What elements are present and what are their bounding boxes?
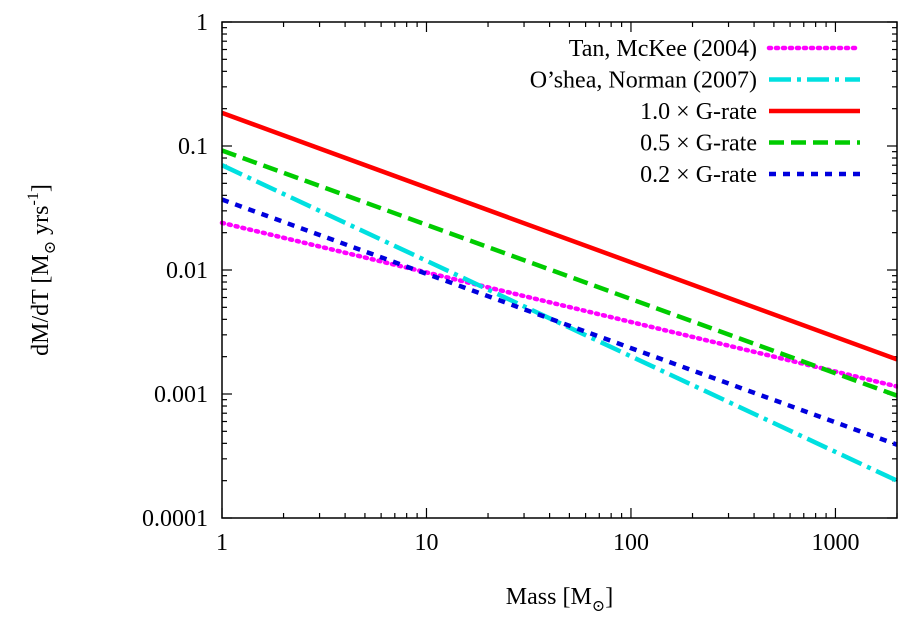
x-axis-title: Mass [M⊙] (506, 584, 613, 615)
x-tick-label: 1000 (811, 530, 859, 556)
y-axis-title-end: ] (28, 184, 54, 192)
y-tick-label: 1 (196, 10, 208, 36)
y-axis-ticks: 0.0001 0.001 0.01 0.1 1 (142, 10, 897, 532)
x-tick-label: 10 (414, 530, 438, 556)
y-axis-title-main: dM/dT [M (28, 254, 54, 356)
series-layer (219, 110, 898, 483)
legend-label-2: O’shea, Norman (2007) (530, 68, 757, 94)
legend-label-3: 1.0 × G-rate (640, 99, 757, 125)
x-tick-label: 1 (216, 530, 228, 556)
y-tick-label: 0.001 (154, 382, 208, 408)
y-tick-label: 0.01 (166, 258, 208, 284)
y-tick-label: 0.0001 (142, 506, 208, 532)
legend-label-4: 0.5 × G-rate (640, 131, 757, 157)
y-axis-title: dM/dT [M⊙ yrs-1] (25, 184, 59, 356)
series-line-4 (221, 148, 898, 398)
y-axis-title-sup: -1 (25, 192, 42, 205)
x-tick-label: 100 (613, 530, 649, 556)
legend: Tan, McKee (2004) O’shea, Norman (2007) 1.… (530, 36, 863, 188)
plot-frame (221, 21, 898, 519)
series-line-1 (219, 220, 898, 389)
series-line-3 (221, 110, 898, 362)
legend-label-1: Tan, McKee (2004) (569, 36, 757, 62)
x-axis-title-sub: ⊙ (592, 598, 605, 615)
legend-label-5: 0.2 × G-rate (640, 162, 757, 188)
y-axis-title-sub: ⊙ (42, 241, 59, 254)
series-line-2 (221, 163, 898, 483)
x-axis-title-main: Mass [M (506, 584, 592, 610)
x-axis-title-end: ] (605, 584, 613, 610)
y-tick-label: 0.1 (178, 134, 208, 160)
x-axis-ticks: 1 10 100 1000 (216, 22, 898, 556)
y-axis-title-mid: yrs (28, 206, 54, 241)
